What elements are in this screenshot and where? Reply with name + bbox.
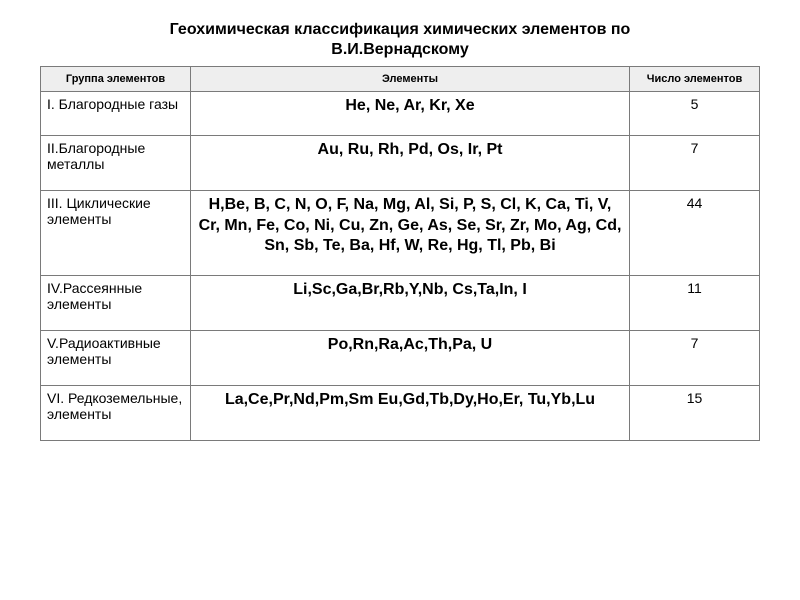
cell-elements: Au, Ru, Rh, Pd, Os, Ir, Pt [191, 135, 630, 190]
cell-elements: Li,Sc,Ga,Br,Rb,Y,Nb, Cs,Ta,In, I [191, 276, 630, 331]
col-header-elements: Элементы [191, 67, 630, 92]
cell-group: IV.Рассеянные элементы [41, 276, 191, 331]
cell-group: III. Циклические элементы [41, 190, 191, 275]
classification-table: Группа элементов Элементы Число элементо… [40, 66, 760, 441]
table-header-row: Группа элементов Элементы Число элементо… [41, 67, 760, 92]
col-header-group: Группа элементов [41, 67, 191, 92]
page-title: Геохимическая классификация химических э… [40, 20, 760, 60]
cell-group: II.Благородные металлы [41, 135, 191, 190]
title-line-1: Геохимическая классификация химических э… [170, 21, 631, 38]
cell-elements: He, Ne, Ar, Kr, Xe [191, 92, 630, 136]
cell-elements: H,Be, B, C, N, O, F, Na, Mg, Al, Si, P, … [191, 190, 630, 275]
table-row: III. Циклические элементы H,Be, B, C, N,… [41, 190, 760, 275]
cell-group: VI. Редкоземельные, элементы [41, 386, 191, 441]
cell-count: 7 [630, 331, 760, 386]
cell-count: 7 [630, 135, 760, 190]
col-header-count: Число элементов [630, 67, 760, 92]
cell-count: 15 [630, 386, 760, 441]
cell-group: V.Радиоактивные элементы [41, 331, 191, 386]
cell-elements: La,Ce,Pr,Nd,Pm,Sm Eu,Gd,Tb,Dy,Ho,Er, Tu,… [191, 386, 630, 441]
table-row: II.Благородные металлы Au, Ru, Rh, Pd, O… [41, 135, 760, 190]
title-line-2: В.И.Вернадскому [331, 41, 468, 58]
cell-count: 5 [630, 92, 760, 136]
cell-count: 44 [630, 190, 760, 275]
cell-elements: Po,Rn,Ra,Ac,Th,Pa, U [191, 331, 630, 386]
table-row: I. Благородные газы He, Ne, Ar, Kr, Xe 5 [41, 92, 760, 136]
page: Геохимическая классификация химических э… [0, 0, 800, 441]
cell-count: 11 [630, 276, 760, 331]
table-row: IV.Рассеянные элементы Li,Sc,Ga,Br,Rb,Y,… [41, 276, 760, 331]
table-row: VI. Редкоземельные, элементы La,Ce,Pr,Nd… [41, 386, 760, 441]
cell-group: I. Благородные газы [41, 92, 191, 136]
table-row: V.Радиоактивные элементы Po,Rn,Ra,Ac,Th,… [41, 331, 760, 386]
